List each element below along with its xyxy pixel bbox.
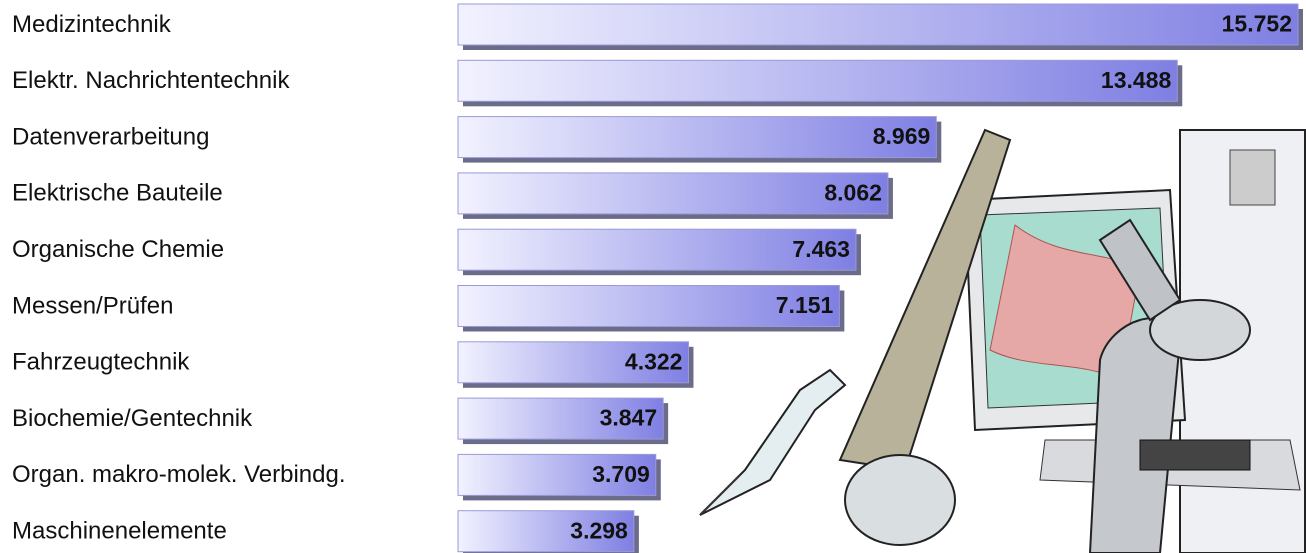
category-label: Messen/Prüfen <box>12 292 173 319</box>
bar <box>458 4 1298 45</box>
category-label: Organische Chemie <box>12 236 224 263</box>
value-label: 3.298 <box>570 517 628 543</box>
category-label: Elektrische Bauteile <box>12 180 223 207</box>
value-label: 13.488 <box>1101 67 1172 93</box>
value-label: 7.151 <box>776 292 834 318</box>
category-label: Fahrzeugtechnik <box>12 349 190 376</box>
category-label: Datenverarbeitung <box>12 123 209 150</box>
category-label: Maschinenelemente <box>12 518 227 545</box>
category-label: Biochemie/Gentechnik <box>12 405 253 432</box>
value-label: 7.463 <box>792 236 850 262</box>
category-label: Organ. makro-molek. Verbindg. <box>12 461 345 488</box>
value-label: 8.062 <box>824 179 882 205</box>
bar <box>458 117 936 158</box>
bar <box>458 60 1177 101</box>
value-label: 8.969 <box>873 123 931 149</box>
value-label: 15.752 <box>1222 11 1292 37</box>
value-label: 4.322 <box>625 348 683 374</box>
chart: Medizintechnik 15.752 Elektr. Nachrichtent… <box>0 0 1306 553</box>
value-label: 3.847 <box>600 405 658 431</box>
category-label: Elektr. Nachrichtentechnik <box>12 67 290 94</box>
value-label: 3.709 <box>592 461 650 487</box>
category-label: Medizintechnik <box>12 11 172 38</box>
